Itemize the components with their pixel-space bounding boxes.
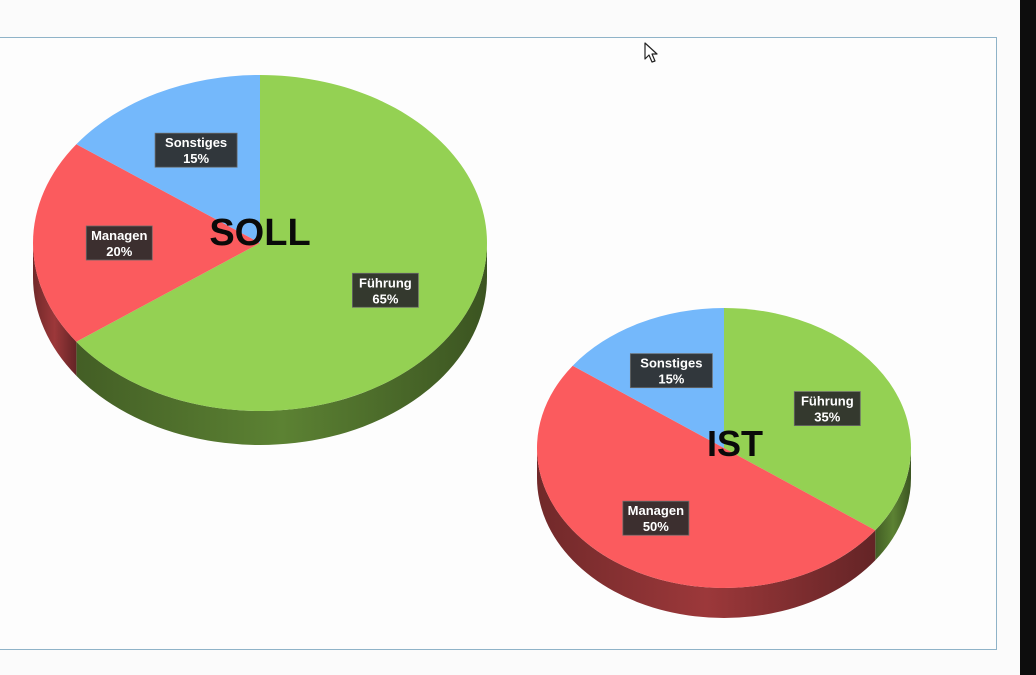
chart-title: IST: [707, 423, 763, 464]
data-label-value: 65%: [372, 291, 398, 306]
data-label-box: [622, 500, 690, 536]
pie-side-walls: [32, 243, 487, 445]
pie-slice-fhrung: [76, 75, 488, 412]
pie-side-fhrung: [76, 243, 487, 445]
data-label-box: [154, 132, 238, 168]
data-label-value: 20%: [106, 244, 132, 259]
pie-slice-managen: [537, 365, 876, 588]
data-label-box: [793, 391, 861, 426]
data-label-box: [629, 353, 713, 389]
data-label-category: Sonstiges: [640, 356, 702, 371]
pie-side-walls: [537, 448, 911, 619]
data-label-category: Führung: [801, 394, 854, 409]
data-label-box: [352, 272, 419, 308]
data-label-category: Führung: [359, 275, 412, 290]
data-label-value: 15%: [658, 372, 684, 387]
pie-side-fhrung: [875, 448, 911, 561]
data-label-value: 35%: [814, 410, 840, 425]
data-label-category: Managen: [628, 503, 684, 518]
data-label-category: Managen: [91, 228, 147, 243]
data-label-value: 50%: [643, 519, 669, 534]
data-label-value: 15%: [183, 151, 209, 166]
mouse-pointer-icon: [644, 42, 658, 63]
data-label-category: Sonstiges: [165, 135, 227, 150]
pie-side-managen: [537, 448, 876, 619]
window-edge: [1020, 0, 1036, 675]
chart-title: SOLL: [209, 212, 310, 254]
pie-side-managen: [32, 243, 77, 376]
data-label-box: [85, 225, 153, 261]
